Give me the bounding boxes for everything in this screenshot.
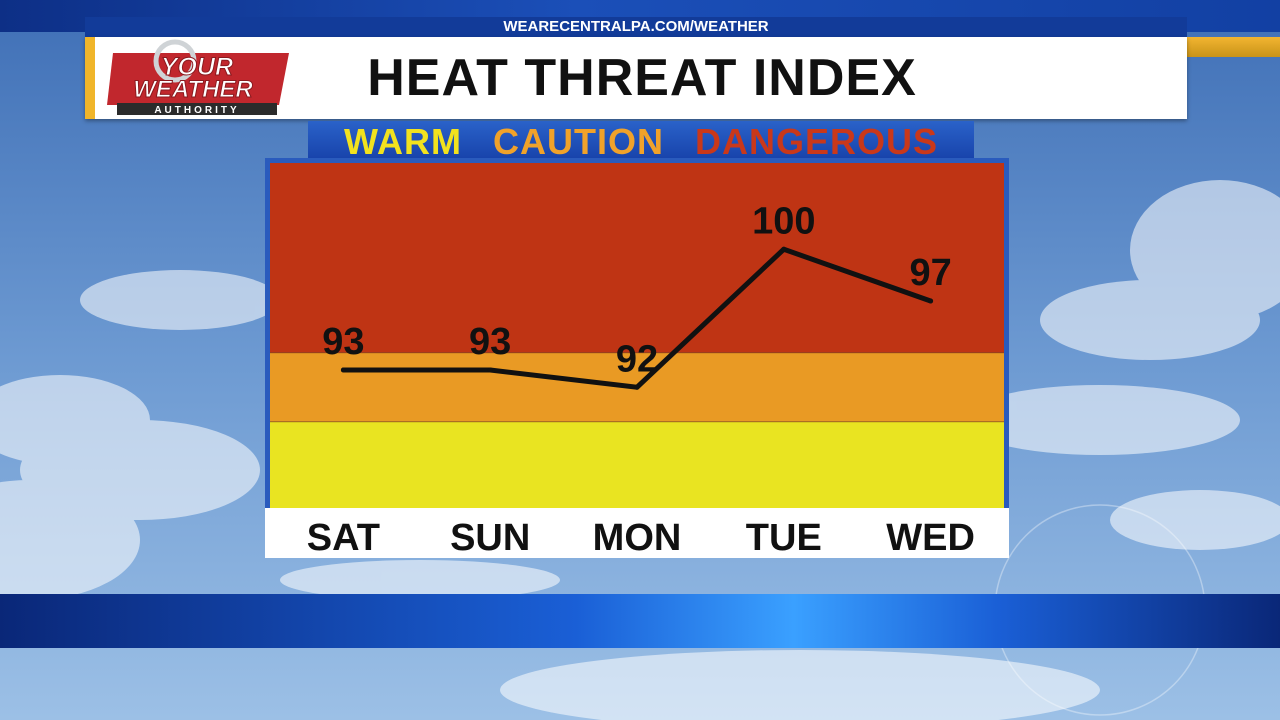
accent-streak: [1187, 37, 1280, 57]
website-url: WEARECENTRALPA.COM/WEATHER: [85, 17, 1187, 37]
logo-line-1: YOUR: [161, 53, 233, 81]
data-label: 100: [752, 200, 815, 242]
data-label: 93: [469, 321, 511, 363]
logo-line-2: WEATHER: [133, 76, 253, 103]
x-tick-label: SUN: [450, 517, 530, 558]
data-point: [781, 246, 787, 252]
band-warm: [270, 421, 1004, 508]
heat-index-chart: 93 93 92 100 97 SAT SUN MON TUE WED: [265, 163, 1009, 558]
bottom-band: [0, 594, 1280, 648]
legend-dangerous: DANGEROUS: [694, 121, 939, 162]
legend-caution: CAUTION: [492, 121, 664, 162]
x-tick-label: MON: [593, 517, 682, 558]
page-title: HEAT THREAT INDEX: [367, 49, 917, 107]
data-label: 92: [616, 338, 658, 380]
data-point: [634, 384, 640, 390]
legend-warm: WARM: [343, 121, 462, 162]
x-axis-strip: [265, 508, 1009, 558]
x-tick-label: WED: [886, 517, 975, 558]
data-label: 93: [322, 321, 364, 363]
data-point: [928, 298, 934, 304]
data-label: 97: [909, 252, 951, 294]
title-panel: YOUR WEATHER AUTHORITY HEAT THREAT INDEX: [85, 37, 1187, 119]
station-logo: YOUR WEATHER AUTHORITY: [107, 39, 289, 116]
gold-edge-accent: [85, 37, 95, 119]
chart-frame: 93 93 92 100 97 SAT SUN MON TUE WED: [265, 158, 1009, 558]
band-dangerous: [270, 163, 1004, 353]
data-point: [487, 367, 493, 373]
x-tick-label: TUE: [746, 517, 822, 558]
data-point: [340, 367, 346, 373]
logo-line-3: AUTHORITY: [154, 105, 239, 116]
x-tick-label: SAT: [307, 517, 380, 558]
threat-legend: WARM CAUTION DANGEROUS: [308, 121, 974, 163]
